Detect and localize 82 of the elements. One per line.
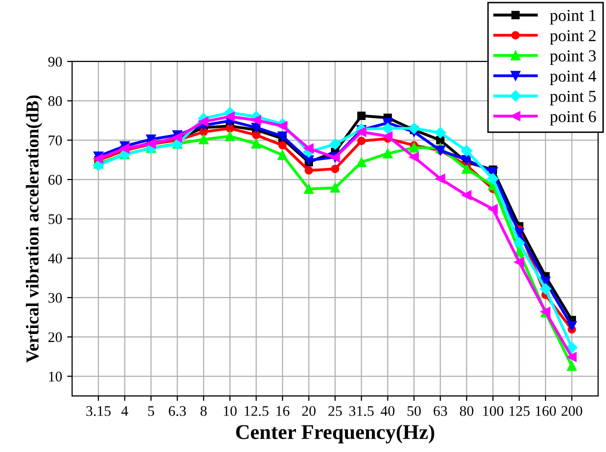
x-tick-label: 200 <box>562 406 582 416</box>
x-tick-label: 8 <box>200 406 207 416</box>
point <box>488 204 498 214</box>
point <box>226 124 234 133</box>
point <box>356 157 366 168</box>
x-tick-label: 25 <box>328 406 342 416</box>
point <box>278 150 288 160</box>
point <box>304 166 313 175</box>
point <box>252 130 260 140</box>
x-tick-label: 12.5 <box>244 406 268 416</box>
point <box>382 131 393 142</box>
point <box>357 112 366 120</box>
point <box>514 228 524 238</box>
point <box>462 154 472 165</box>
point <box>382 122 394 134</box>
point <box>198 116 208 127</box>
point <box>304 184 314 194</box>
x-tick-label: 63 <box>434 406 448 416</box>
point <box>566 352 577 362</box>
point <box>278 141 287 150</box>
y-tick-label: 20 <box>48 332 62 342</box>
x-tick-label: 20 <box>302 406 316 416</box>
y-axis-title: Vertical vibration acceleration(dB) <box>26 95 42 363</box>
point <box>382 148 393 158</box>
point <box>461 145 472 156</box>
point <box>462 190 472 200</box>
x-axis-title: Center Frequency(Hz) <box>236 424 434 444</box>
x-tick-label: 6.3 <box>168 406 186 416</box>
x-tick-label: 40 <box>380 406 394 416</box>
point <box>225 112 235 122</box>
point <box>409 152 419 162</box>
point <box>435 174 446 184</box>
y-tick-label: 90 <box>48 56 62 67</box>
x-tick-label: 50 <box>408 406 421 416</box>
y-tick-label: 40 <box>48 254 62 264</box>
x-tick-label: 10 <box>224 406 237 416</box>
x-tick-label: 5 <box>148 406 154 416</box>
point <box>462 164 472 174</box>
legend-label: point 6 <box>550 110 596 126</box>
point <box>566 361 577 371</box>
legend-label: point 1 <box>550 10 596 24</box>
x-tick-label: 3.15 <box>86 406 111 416</box>
point <box>251 138 262 149</box>
x-tick-label: 4 <box>121 406 128 416</box>
point <box>330 182 340 193</box>
point <box>330 164 340 174</box>
point <box>304 144 314 154</box>
x-tick-label: 100 <box>483 406 504 416</box>
point <box>251 115 262 125</box>
legend-label: point 3 <box>550 50 596 65</box>
point <box>434 127 446 138</box>
x-tick-label: 80 <box>460 406 474 416</box>
y-tick-label: 60 <box>48 174 62 185</box>
point <box>514 237 525 248</box>
point <box>278 121 288 131</box>
point <box>278 131 288 142</box>
point <box>540 283 552 295</box>
legend-label: point 5 <box>550 90 596 106</box>
point <box>198 134 208 144</box>
point <box>251 122 262 132</box>
point <box>357 136 366 146</box>
y-tick-label: 10 <box>49 372 62 382</box>
point <box>566 321 577 331</box>
x-tick-label: 125 <box>510 406 530 416</box>
point <box>514 257 524 268</box>
point <box>94 154 104 164</box>
y-tick-label: 80 <box>48 96 62 106</box>
legend-label: point 2 <box>550 30 596 45</box>
point <box>408 122 420 134</box>
x-tick-label: 160 <box>536 406 556 416</box>
x-tick-label: 31.5 <box>349 406 374 416</box>
point <box>330 138 341 150</box>
y-tick-label: 30 <box>48 292 62 303</box>
point <box>409 142 419 153</box>
x-tick-label: 16 <box>276 406 290 416</box>
y-tick-label: 50 <box>48 214 62 224</box>
point <box>225 131 235 142</box>
point <box>487 173 499 184</box>
point <box>566 342 578 354</box>
legend-label: point 4 <box>550 70 596 86</box>
y-tick-label: 70 <box>48 136 62 146</box>
point <box>436 136 444 144</box>
